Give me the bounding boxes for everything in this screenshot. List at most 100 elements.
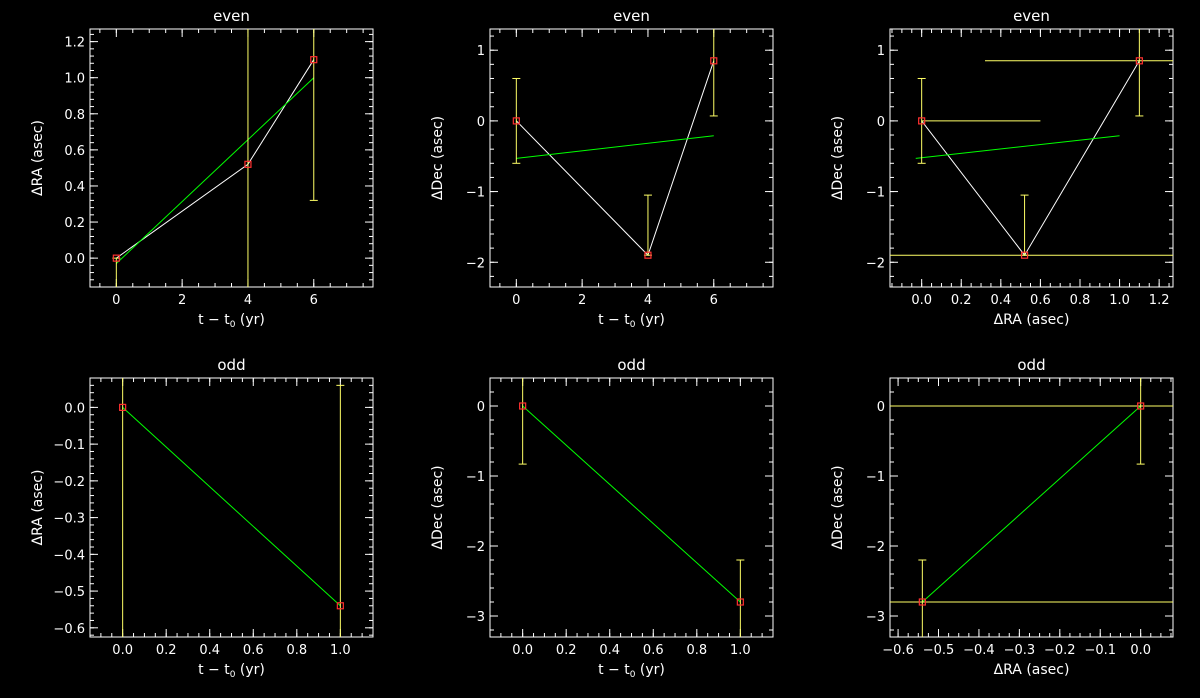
y-tick-label: 0.0: [64, 252, 85, 267]
y-tick-label: −0.1: [53, 438, 85, 453]
y-tick-label: −1: [866, 186, 885, 201]
x-tick-label: 0.4: [599, 643, 620, 658]
data-point: [1137, 402, 1145, 410]
y-tick-label: 0.8: [64, 108, 85, 123]
y-tick-label: 0.2: [64, 216, 85, 231]
fit-line: [522, 405, 741, 603]
data-point: [918, 117, 926, 125]
data-point: [512, 117, 520, 125]
fit-line: [516, 135, 714, 159]
y-tick-label: 0.0: [64, 401, 85, 416]
y-tick-label: −0.4: [53, 548, 85, 563]
x-axis-title: ΔRA (asec): [994, 312, 1070, 328]
panel-title: even: [613, 7, 650, 25]
y-tick-label: −0.3: [53, 512, 85, 527]
x-tick-label: 6: [710, 293, 718, 308]
x-tick-label: 0.2: [156, 643, 177, 658]
x-tick-label: 0: [512, 293, 520, 308]
data-point: [310, 56, 318, 64]
y-tick-label: −1: [466, 470, 485, 485]
panel-title: odd: [1017, 356, 1045, 374]
y-tick-label: −2: [466, 540, 485, 555]
x-tick-label: 0.4: [990, 293, 1011, 308]
fit-line: [922, 405, 1141, 603]
data-point: [918, 598, 926, 606]
y-tick-label: −1: [466, 186, 485, 201]
x-tick-label: −0.4: [963, 643, 995, 658]
y-axis-title: ΔRA (asec): [30, 120, 46, 196]
plot-frame: [489, 28, 774, 288]
fit-line: [122, 407, 341, 607]
chart-panel-1: even 0 2 4 6 0.0 0.2 0.4 0.6 0.8 1.0 1.2 t − t0 (yr)…: [30, 7, 374, 330]
y-tick-label: 0: [877, 400, 885, 415]
data-point: [519, 402, 527, 410]
x-tick-label: 4: [644, 293, 652, 308]
x-tick-label: 0.6: [1030, 293, 1051, 308]
x-tick-label: 0.2: [556, 643, 577, 658]
y-tick-label: 1.0: [64, 72, 85, 87]
x-axis-title: t − t0 (yr): [198, 312, 265, 330]
panel-title: odd: [617, 356, 645, 374]
y-tick-label: −2: [466, 256, 485, 271]
x-tick-label: 2: [578, 293, 586, 308]
x-tick-label: −0.2: [1044, 643, 1076, 658]
y-tick-label: 0.4: [64, 180, 85, 195]
x-tick-label: 0.0: [512, 643, 533, 658]
y-axis-title: ΔRA (asec): [30, 470, 46, 546]
data-point: [710, 57, 718, 65]
y-tick-label: 0: [877, 115, 885, 130]
fit-line: [115, 77, 315, 264]
plot-frame: [889, 28, 1174, 288]
y-axis-title: ΔDec (asec): [830, 465, 846, 549]
x-tick-label: 0.0: [911, 293, 932, 308]
data-point: [112, 254, 120, 262]
y-tick-label: −0.6: [53, 622, 85, 637]
x-tick-label: 0.0: [1130, 643, 1151, 658]
x-tick-label: −0.1: [1084, 643, 1116, 658]
panel-title: even: [213, 7, 250, 25]
x-tick-label: 0.6: [243, 643, 264, 658]
y-tick-label: −3: [466, 610, 485, 625]
x-tick-label: 0.0: [112, 643, 133, 658]
y-tick-label: 1.2: [64, 36, 85, 51]
data-point: [119, 403, 127, 411]
data-point: [336, 602, 344, 610]
x-tick-label: −0.5: [923, 643, 955, 658]
x-tick-label: 1.0: [1109, 293, 1130, 308]
data-point: [644, 251, 652, 259]
fit-line: [915, 135, 1120, 159]
y-tick-label: 1: [477, 44, 485, 59]
chart-panel-4: odd 0.0 0.2 0.4 0.6 0.8 1.0 −0.6 −0.5 −0.4 −0.3 −0.…: [30, 356, 374, 680]
y-tick-label: −1: [866, 470, 885, 485]
x-tick-label: 2: [178, 293, 186, 308]
x-tick-label: 0.8: [686, 643, 707, 658]
x-axis-title: t − t0 (yr): [598, 662, 665, 680]
y-tick-label: −2: [866, 256, 885, 271]
x-tick-label: 0.8: [286, 643, 307, 658]
x-tick-label: 1.0: [730, 643, 751, 658]
y-axis-title: ΔDec (asec): [430, 465, 446, 549]
x-tick-label: 0.8: [1070, 293, 1091, 308]
x-axis-title: t − t0 (yr): [598, 312, 665, 330]
x-tick-label: 0.6: [643, 643, 664, 658]
data-connect-line: [515, 60, 715, 257]
data-point: [1135, 57, 1143, 65]
x-axis-title: ΔRA (asec): [994, 662, 1070, 678]
plot-frame: [889, 377, 1174, 638]
data-point: [736, 598, 744, 606]
x-tick-label: 6: [310, 293, 318, 308]
y-tick-label: −0.2: [53, 475, 85, 490]
chart-panel-6: odd −0.6 −0.5 −0.4 −0.3 −0.2 −0.1 0.0 −3 −2 −1 0 ΔRA…: [830, 356, 1174, 678]
x-tick-label: 1.2: [1149, 293, 1170, 308]
y-tick-label: 0: [477, 400, 485, 415]
data-point: [1020, 251, 1029, 259]
chart-panel-3: even 0.0 0.2 0.4 0.6 0.8 1.0 1.2 −2 −1 0 1 ΔRA (asec…: [830, 7, 1174, 328]
plot-frame: [489, 377, 774, 638]
x-tick-label: 0: [112, 293, 120, 308]
panel-title: even: [1013, 7, 1050, 25]
y-axis-title: ΔDec (asec): [830, 116, 846, 200]
x-tick-label: 0.4: [199, 643, 220, 658]
chart-panel-5: odd 0.0 0.2 0.4 0.6 0.8 1.0 −3 −2 −1 0 t − t0 (yr) Δ…: [430, 356, 774, 680]
x-tick-label: 1.0: [330, 643, 351, 658]
